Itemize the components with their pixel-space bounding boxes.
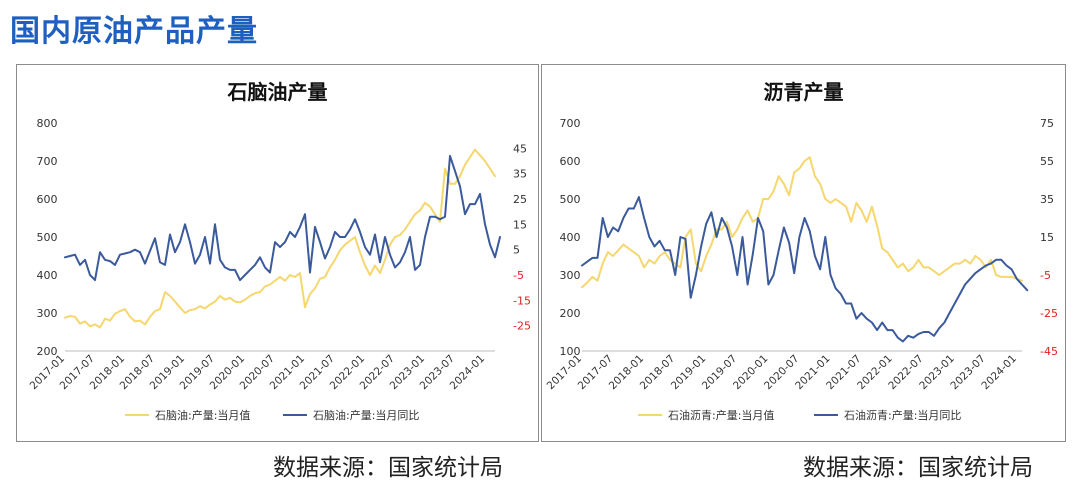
data-source-right: 数据来源：国家统计局	[803, 455, 1033, 481]
left-y-tick-label: 500	[560, 193, 581, 206]
legend-label: 石油沥青:产量:当月同比	[844, 408, 961, 422]
right-y-tick-label: 15	[1040, 231, 1054, 244]
left-y-tick-label: 300	[37, 307, 58, 320]
asphalt-chart-panel: 沥青产量 100 200 300 400 500 600 700 75 55 35 15 -5 -25 -4…	[541, 64, 1066, 442]
left-y-tick-label: 700	[560, 117, 581, 130]
left-y-tick-label: 300	[560, 269, 581, 282]
right-y-tick-label: -5	[1040, 269, 1051, 282]
chart-title: 沥青产量	[764, 80, 844, 104]
naphtha-chart-panel: 石脑油产量 200 300 400 500 600 700 800 45 35 25 15 5 -5 -15…	[16, 64, 539, 442]
page-title: 国内原油产品产量	[10, 14, 258, 49]
left-y-tick-label: 800	[37, 117, 58, 130]
value-series-line	[581, 156, 1023, 289]
left-y-tick-label: 500	[37, 231, 58, 244]
left-y-tick-label: 200	[560, 307, 581, 320]
value-series-line	[64, 148, 496, 329]
legend-label: 石脑油:产量:当月同比	[313, 408, 419, 422]
left-y-tick-label: 600	[560, 155, 581, 168]
naphtha-chart: 石脑油产量 200 300 400 500 600 700 800 45 35 25 15 5 -5 -15…	[28, 80, 531, 422]
legend-label: 石脑油:产量:当月值	[155, 408, 250, 422]
left-y-tick-label: 700	[37, 155, 58, 168]
left-y-tick-label: 100	[560, 345, 581, 358]
right-y-tick-label: 35	[513, 168, 527, 181]
x-tick-label: 2024-01	[979, 353, 1019, 393]
right-y-tick-label: -25	[1040, 307, 1058, 320]
asphalt-chart: 沥青产量 100 200 300 400 500 600 700 75 55 35 15 -5 -25 -4…	[545, 80, 1058, 422]
right-y-tick-label: 35	[1040, 193, 1054, 206]
right-y-tick-label: 75	[1040, 117, 1054, 130]
left-y-tick-label: 400	[560, 231, 581, 244]
right-y-tick-label: -25	[513, 320, 531, 333]
right-y-tick-label: 5	[513, 244, 520, 257]
left-y-tick-label: 600	[37, 193, 58, 206]
yoy-series-line	[64, 154, 501, 282]
right-y-tick-label: 55	[1040, 155, 1054, 168]
legend-label: 石油沥青:产量:当月值	[668, 408, 774, 422]
right-y-tick-label: 25	[513, 193, 527, 206]
right-y-tick-label: -15	[513, 294, 531, 307]
right-y-tick-label: -45	[1040, 345, 1058, 358]
data-source-left: 数据来源：国家统计局	[273, 455, 503, 481]
right-y-tick-label: -5	[513, 269, 524, 282]
right-y-tick-label: 45	[513, 142, 527, 155]
left-y-tick-label: 200	[37, 345, 58, 358]
left-y-tick-label: 400	[37, 269, 58, 282]
chart-title: 石脑油产量	[227, 80, 328, 104]
right-y-tick-label: 15	[513, 218, 527, 231]
yoy-series-line	[581, 196, 1029, 343]
